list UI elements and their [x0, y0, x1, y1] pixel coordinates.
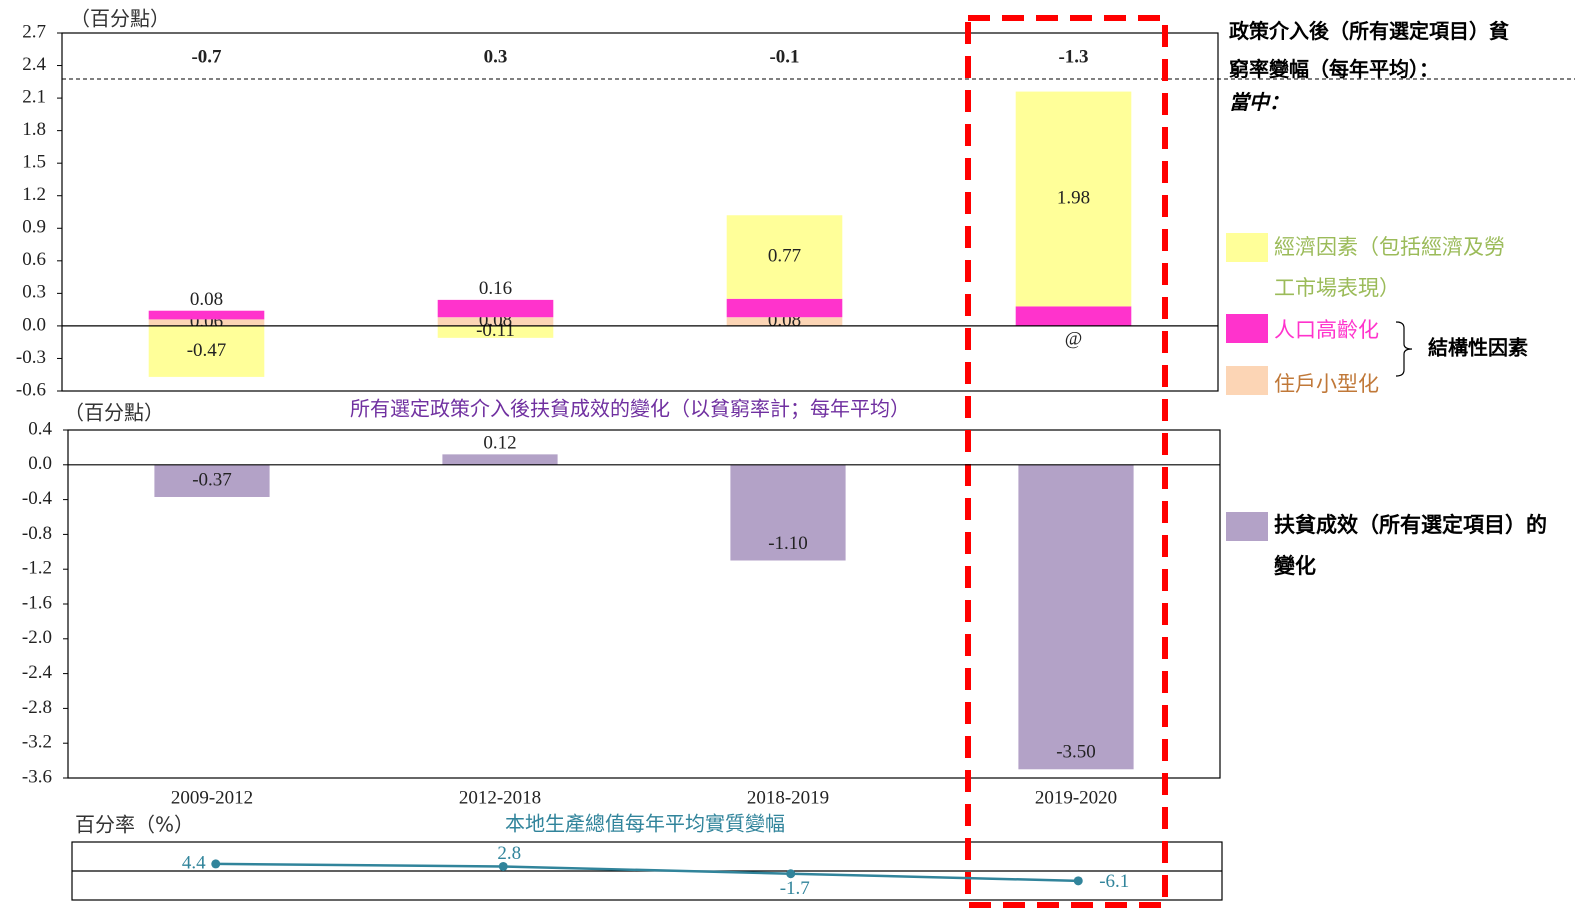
bar-segment — [1015, 306, 1132, 326]
data-label: 2.8 — [497, 843, 521, 864]
y-tick-label: -0.8 — [22, 523, 52, 544]
y-tick-label: -2.4 — [22, 662, 53, 683]
y-tick-label: -0.6 — [16, 379, 46, 400]
point — [211, 859, 221, 869]
legend-swatch — [1226, 366, 1268, 395]
data-label: -1.7 — [780, 878, 810, 899]
y-unit: 百分率（%） — [75, 813, 194, 837]
data-label: -0.47 — [187, 340, 227, 361]
y-tick-label: 1.2 — [22, 184, 46, 205]
bar — [442, 454, 558, 465]
point — [786, 869, 796, 879]
line — [215, 862, 1079, 883]
y-tick-label: 0.6 — [22, 249, 46, 270]
legend-swatch — [1226, 233, 1268, 262]
data-label: 1.98 — [1057, 187, 1090, 208]
legend-swatch — [1226, 314, 1268, 343]
y-tick-label: -1.6 — [22, 592, 52, 613]
y-tick-label: 0.3 — [22, 282, 46, 303]
bar — [154, 464, 270, 497]
y-tick-label: -3.2 — [22, 732, 52, 753]
x-tick-label: 2009-2012 — [171, 787, 253, 808]
bar-segment — [726, 317, 843, 326]
point — [1073, 876, 1083, 886]
x-tick-label: 2018-2019 — [747, 787, 829, 808]
bar-segment — [437, 325, 554, 338]
bar-segment — [437, 299, 554, 318]
y-tick-label: -2.0 — [22, 627, 52, 648]
y-tick-label: -3.6 — [22, 766, 52, 787]
bar-segment — [148, 310, 265, 320]
y-tick-label: -0.3 — [16, 347, 46, 368]
bar-segment — [437, 317, 554, 326]
bar-segment — [1015, 91, 1132, 307]
data-label: 0.16 — [479, 278, 512, 299]
bar-segment — [726, 215, 843, 299]
legend-label: 住戶小型化 — [1274, 372, 1379, 396]
y-tick-label: -0.4 — [22, 488, 53, 509]
y-tick-label: 2.7 — [22, 21, 46, 42]
bar-segment — [148, 325, 265, 377]
data-label: 0.08 — [190, 289, 223, 310]
data-label: 0.12 — [483, 433, 516, 454]
data-label: -3.50 — [1056, 742, 1096, 763]
bar — [730, 464, 846, 561]
data-label: -0.37 — [192, 469, 232, 490]
data-label: -1.10 — [768, 533, 808, 554]
bracket — [1395, 321, 1413, 377]
total-label: -1.3 — [1058, 46, 1088, 67]
y-tick-label: -2.8 — [22, 697, 52, 718]
bar-segment — [726, 298, 843, 318]
y-unit: （百分點） — [64, 401, 164, 425]
data-label: -0.11 — [476, 320, 515, 341]
y-tick-label: 0.0 — [22, 314, 46, 335]
breakdown-label: 當中： — [1229, 90, 1289, 114]
x-tick-label: 2019-2020 — [1035, 787, 1117, 808]
data-label: 0.77 — [768, 245, 801, 266]
group-label: 結構性因素 — [1428, 336, 1528, 360]
bar — [1018, 464, 1134, 770]
y-tick-label: 0.4 — [28, 418, 52, 439]
y-tick-label: -1.2 — [22, 558, 52, 579]
total-label: -0.1 — [769, 46, 799, 67]
total-label: 政策介入後（所有選定項目）貧窮率變幅（每年平均）： — [1229, 19, 1509, 81]
chart-title: 本地生產總值每年平均實質變幅 — [505, 812, 785, 836]
point — [498, 861, 508, 871]
y-tick-label: 0.9 — [22, 217, 46, 238]
y-tick-label: 2.1 — [22, 86, 46, 107]
total-label: 0.3 — [484, 46, 508, 67]
top-plot-frame — [61, 32, 1219, 392]
y-tick-label: 1.5 — [22, 152, 46, 173]
y-tick-label: 0.0 — [28, 453, 52, 474]
y-tick-label: 1.8 — [22, 119, 46, 140]
y-tick-label: 2.4 — [22, 54, 46, 75]
legend-label: 人口高齡化 — [1274, 318, 1379, 342]
x-tick-label: 2012-2018 — [459, 787, 541, 808]
total-label: -0.7 — [191, 46, 222, 67]
data-label: 4.4 — [182, 852, 206, 873]
legend-swatch — [1226, 512, 1268, 541]
legend-label: 經濟因素（包括經濟及勞工市場表現） — [1274, 235, 1505, 300]
chart-title: 所有選定政策介入後扶貧成效的變化（以貧窮率計；每年平均） — [350, 397, 910, 421]
y-unit: （百分點） — [70, 7, 170, 31]
legend-label: 扶貧成效（所有選定項目）的變化 — [1274, 513, 1547, 578]
data-label: @ — [1065, 328, 1083, 349]
data-label: -6.1 — [1099, 871, 1129, 892]
bar-segment — [148, 319, 265, 326]
